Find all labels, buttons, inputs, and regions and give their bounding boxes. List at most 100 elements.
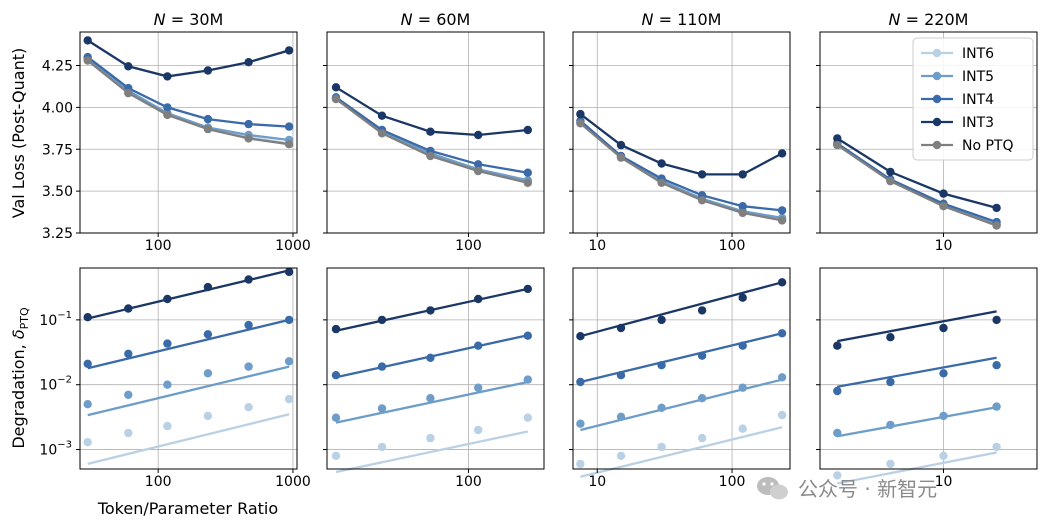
data-point-noptq	[697, 196, 707, 205]
x-axis-label: Token/Parameter Ratio	[97, 499, 278, 518]
data-point-int6	[886, 459, 895, 469]
data-point-int3	[203, 282, 213, 292]
data-point-int4	[523, 331, 532, 340]
data-point-int6	[163, 421, 172, 431]
data-point-int3	[203, 66, 213, 75]
data-point-int4	[331, 371, 341, 380]
row-label-bottom: Degradation, δPTQ	[9, 307, 31, 449]
data-point-int3	[886, 167, 895, 177]
data-point-int5	[576, 419, 585, 428]
data-point-int3	[777, 149, 787, 158]
data-point-int5	[833, 428, 842, 438]
legend-swatch-marker	[932, 94, 942, 104]
data-point-int5	[738, 383, 747, 392]
data-point-int3	[163, 294, 172, 304]
data-point-noptq	[203, 124, 213, 134]
panel-2-degradation-series	[331, 284, 532, 474]
series-line-int5	[86, 57, 290, 142]
data-point-int5	[83, 400, 92, 409]
series-line-noptq	[86, 59, 290, 146]
data-point-int3	[939, 323, 948, 333]
data-point-int3	[426, 306, 435, 315]
data-point-int3	[738, 293, 747, 302]
panel-2-loss-series	[331, 83, 532, 187]
fit-line-int4	[837, 356, 997, 388]
data-point-int3	[697, 306, 707, 315]
data-point-int4	[244, 119, 253, 129]
data-point-int4	[83, 359, 92, 368]
data-point-int6	[833, 471, 842, 480]
panel-title-value: = 110M	[654, 10, 722, 29]
data-point-int6	[83, 438, 92, 447]
data-point-int5	[474, 383, 483, 392]
x-tick-label: 100	[719, 474, 746, 490]
data-point-noptq	[833, 140, 842, 150]
data-point-noptq	[377, 129, 387, 138]
panel-title-var: N	[642, 10, 654, 29]
data-point-noptq	[992, 221, 1001, 230]
data-point-int5	[697, 394, 707, 403]
y-tick-base: 10	[39, 313, 57, 329]
x-tick-label: 1000	[275, 474, 311, 490]
data-point-int4	[616, 371, 626, 380]
data-point-int6	[697, 433, 707, 443]
data-point-int4	[992, 361, 1001, 370]
x-tick-label: 10	[935, 474, 953, 490]
data-point-int4	[244, 320, 253, 330]
x-tick-label: 100	[455, 238, 482, 254]
y-tick-exponent: −3	[57, 440, 72, 451]
data-point-int5	[939, 411, 948, 421]
data-point-int3	[124, 62, 133, 71]
y-tick-label: 10−1	[39, 310, 72, 329]
data-point-int6	[657, 442, 666, 452]
data-point-int6	[616, 451, 626, 460]
fit-line-int6	[87, 413, 290, 466]
frame-layer	[76, 31, 1038, 473]
data-point-int3	[523, 284, 532, 294]
data-point-int3	[244, 58, 253, 67]
data-point-int4	[738, 202, 747, 211]
data-point-int6	[939, 451, 948, 460]
data-point-noptq	[616, 153, 626, 162]
watermark: 公众号 · 新智元	[757, 477, 937, 501]
data-point-noptq	[284, 140, 294, 149]
data-point-int4	[203, 330, 213, 339]
legend-label-noptq: No PTQ	[962, 138, 1014, 154]
panel-title-var: N	[154, 10, 166, 29]
row-label-bottom-main: Degradation,	[9, 339, 28, 448]
data-point-int5	[163, 380, 172, 389]
panel-title-var: N	[401, 10, 413, 29]
data-point-noptq	[657, 178, 666, 187]
plot-layer	[83, 36, 1001, 485]
data-point-noptq	[939, 202, 948, 211]
data-point-int4	[576, 377, 585, 387]
data-point-int6	[203, 411, 213, 421]
y-tick-base: 10	[39, 378, 57, 394]
series-line-noptq	[836, 144, 997, 227]
data-point-int3	[616, 323, 626, 333]
data-point-noptq	[426, 151, 435, 161]
data-point-int4	[163, 339, 172, 348]
panel-title-var: N	[889, 10, 901, 29]
legend-label-int5: INT5	[962, 69, 994, 85]
data-point-int3	[163, 72, 172, 81]
fit-line-int4	[87, 318, 290, 370]
data-point-int3	[377, 315, 387, 325]
fit-line-int5	[87, 365, 290, 417]
series-line-int4	[579, 119, 783, 212]
data-point-int4	[777, 206, 787, 215]
y-tick-label: 10−3	[39, 440, 72, 459]
data-point-int5	[657, 403, 666, 412]
data-point-int3	[426, 127, 435, 136]
data-point-int4	[203, 114, 213, 124]
data-point-int5	[377, 404, 387, 413]
wechat-icon	[757, 477, 788, 500]
data-point-noptq	[163, 110, 172, 120]
data-point-int3	[576, 109, 585, 119]
data-point-int6	[738, 424, 747, 433]
y-tick-label: 3.50	[42, 184, 73, 200]
fit-line-int3	[837, 310, 997, 343]
data-point-int3	[777, 278, 787, 287]
data-point-int3	[992, 315, 1001, 325]
